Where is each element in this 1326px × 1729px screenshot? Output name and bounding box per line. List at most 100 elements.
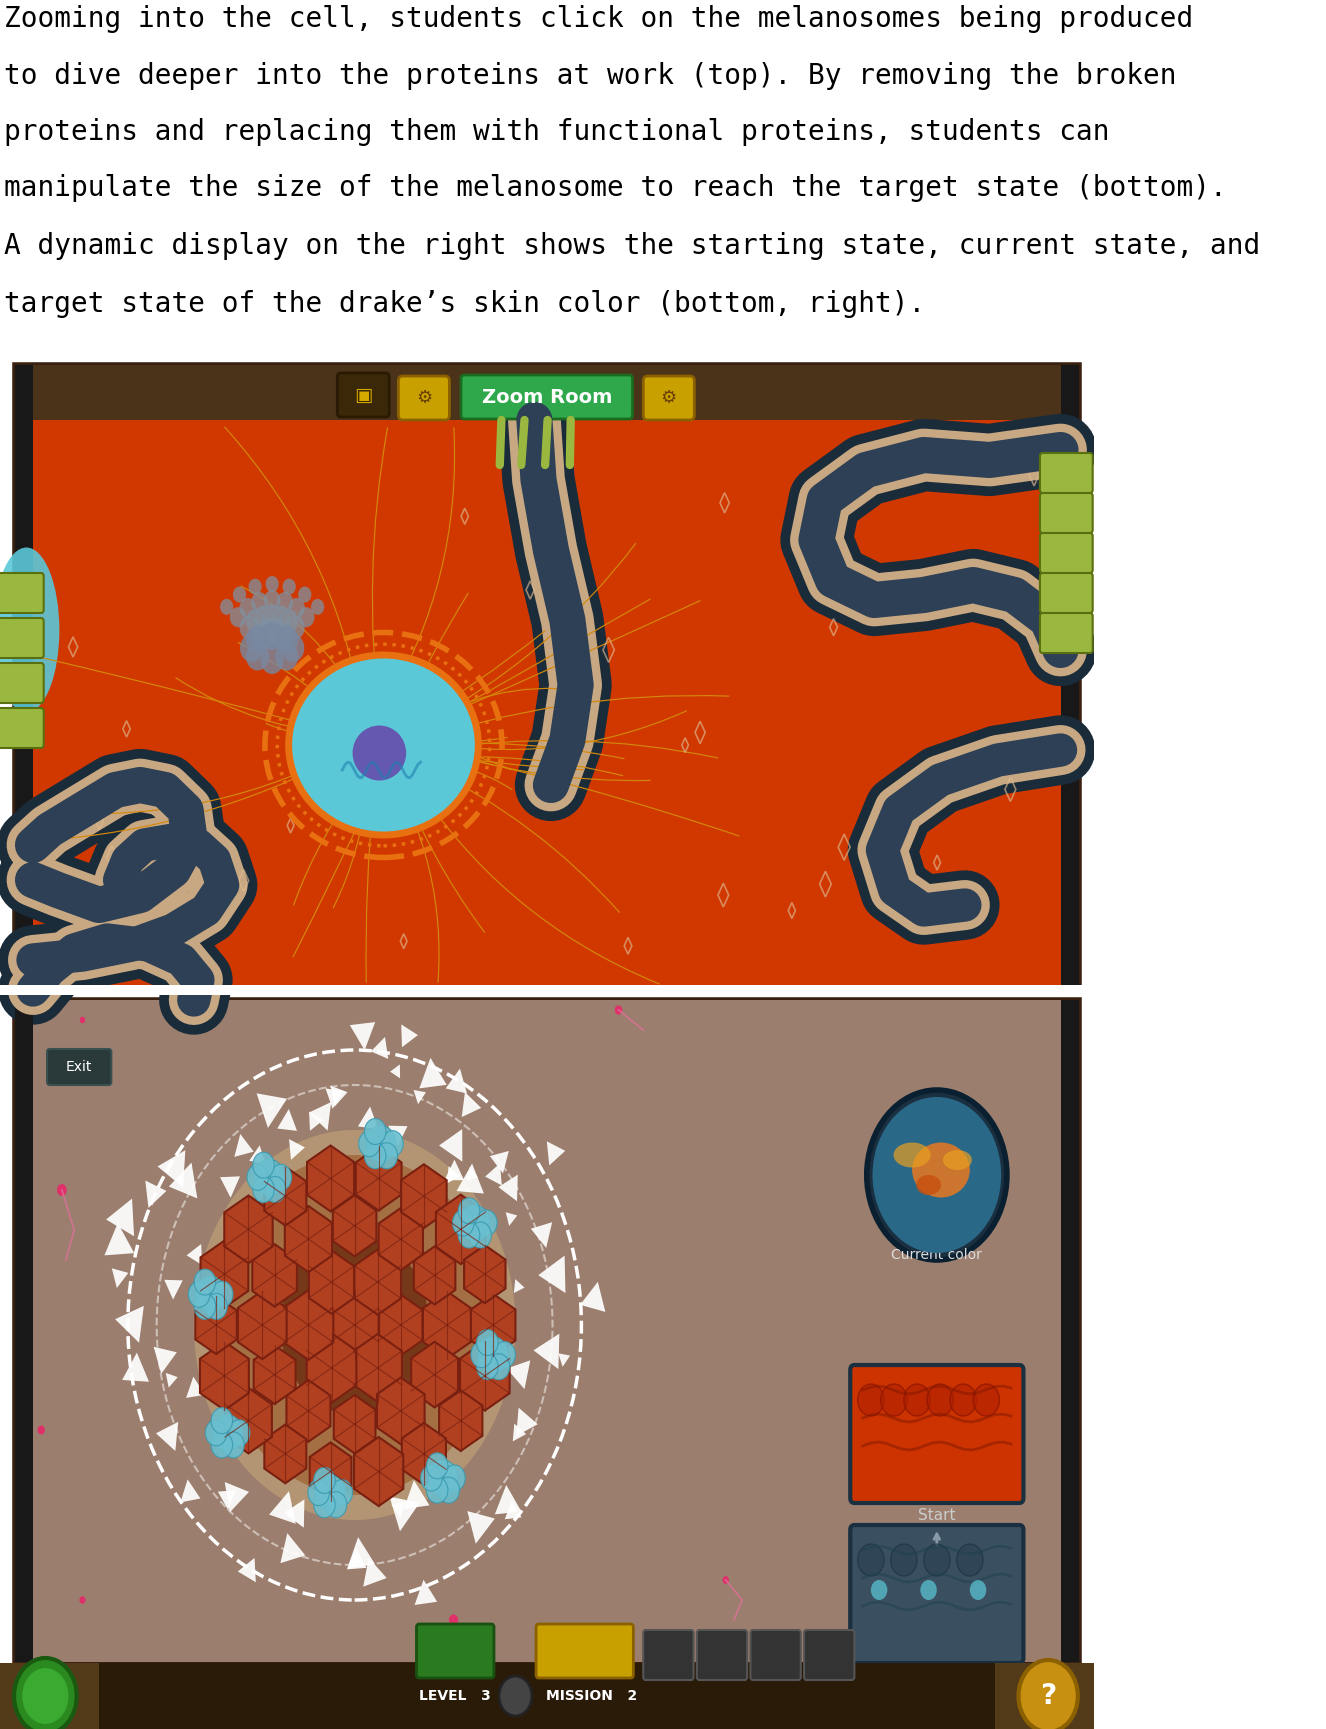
Polygon shape	[111, 1269, 129, 1288]
Circle shape	[973, 1383, 1000, 1416]
Polygon shape	[530, 1222, 552, 1248]
Circle shape	[281, 635, 304, 662]
FancyBboxPatch shape	[46, 1050, 111, 1086]
Polygon shape	[289, 1139, 305, 1160]
Polygon shape	[284, 1290, 333, 1359]
Text: ⚙: ⚙	[416, 389, 432, 406]
Circle shape	[282, 579, 296, 595]
Text: proteins and replacing them with functional proteins, students can: proteins and replacing them with functio…	[4, 118, 1110, 145]
Polygon shape	[464, 1245, 505, 1304]
Circle shape	[269, 621, 292, 648]
Circle shape	[253, 1152, 274, 1177]
Circle shape	[382, 1131, 403, 1157]
Circle shape	[298, 607, 314, 628]
Text: Current color: Current color	[891, 1248, 983, 1262]
Circle shape	[211, 1407, 232, 1433]
Polygon shape	[235, 1134, 253, 1157]
Polygon shape	[333, 1195, 377, 1257]
Bar	[1061, 365, 1078, 991]
Circle shape	[271, 605, 290, 629]
Circle shape	[264, 590, 280, 610]
Circle shape	[278, 609, 298, 633]
Text: ?: ?	[1040, 1682, 1057, 1710]
Text: Zooming into the cell, students click on the melanosomes being produced: Zooming into the cell, students click on…	[4, 5, 1193, 33]
Circle shape	[280, 1235, 428, 1414]
Polygon shape	[456, 1164, 484, 1193]
FancyBboxPatch shape	[416, 1624, 495, 1679]
FancyBboxPatch shape	[0, 662, 44, 704]
Circle shape	[956, 1544, 983, 1577]
Polygon shape	[505, 1212, 517, 1226]
Text: Target: Target	[914, 1668, 960, 1684]
Polygon shape	[106, 1198, 134, 1236]
Circle shape	[265, 576, 278, 591]
Circle shape	[276, 643, 298, 671]
Circle shape	[223, 1432, 244, 1458]
Circle shape	[366, 1126, 396, 1162]
Circle shape	[314, 1492, 335, 1518]
Circle shape	[488, 1354, 509, 1380]
Circle shape	[194, 1131, 516, 1520]
Polygon shape	[436, 1195, 485, 1264]
Circle shape	[1018, 1660, 1078, 1729]
Circle shape	[365, 1143, 386, 1169]
Polygon shape	[156, 1421, 178, 1451]
Circle shape	[471, 1342, 492, 1368]
Polygon shape	[264, 1425, 306, 1483]
FancyBboxPatch shape	[398, 375, 450, 420]
Circle shape	[858, 1383, 884, 1416]
Circle shape	[255, 1160, 284, 1195]
Circle shape	[615, 1005, 622, 1015]
Ellipse shape	[943, 1150, 972, 1171]
Polygon shape	[252, 1245, 297, 1307]
Circle shape	[211, 1432, 232, 1458]
Polygon shape	[105, 1222, 134, 1255]
Circle shape	[969, 1580, 987, 1599]
Polygon shape	[402, 1164, 447, 1228]
Polygon shape	[558, 1354, 570, 1368]
Polygon shape	[415, 1580, 438, 1605]
Polygon shape	[402, 1024, 418, 1048]
Polygon shape	[439, 1129, 463, 1162]
Polygon shape	[309, 1250, 354, 1314]
Polygon shape	[168, 1162, 198, 1198]
Ellipse shape	[894, 1143, 931, 1167]
Circle shape	[316, 1475, 345, 1511]
Polygon shape	[403, 1480, 430, 1509]
Ellipse shape	[353, 726, 406, 780]
Polygon shape	[347, 1537, 375, 1568]
Circle shape	[263, 603, 282, 628]
Polygon shape	[377, 1378, 424, 1444]
Circle shape	[949, 1383, 976, 1416]
Polygon shape	[514, 1279, 525, 1293]
Polygon shape	[371, 1037, 389, 1058]
Circle shape	[253, 605, 273, 629]
Circle shape	[904, 1383, 931, 1416]
Polygon shape	[220, 1176, 240, 1198]
FancyBboxPatch shape	[804, 1630, 854, 1681]
Circle shape	[858, 1544, 884, 1577]
Text: MISSION   2: MISSION 2	[546, 1689, 636, 1703]
Polygon shape	[285, 1207, 332, 1273]
Polygon shape	[579, 1281, 606, 1312]
FancyBboxPatch shape	[1040, 572, 1093, 614]
Polygon shape	[489, 1152, 509, 1174]
Circle shape	[261, 617, 284, 647]
FancyBboxPatch shape	[0, 707, 44, 749]
Circle shape	[476, 1330, 499, 1356]
Polygon shape	[350, 1022, 375, 1050]
Circle shape	[920, 1580, 937, 1599]
Polygon shape	[460, 1342, 509, 1411]
Circle shape	[308, 1480, 329, 1506]
Circle shape	[444, 1464, 465, 1490]
Circle shape	[240, 616, 260, 640]
Circle shape	[891, 1544, 918, 1577]
Bar	[15, 999, 33, 1662]
Polygon shape	[158, 1150, 186, 1188]
Bar	[33, 420, 1061, 991]
Polygon shape	[264, 1167, 306, 1226]
Circle shape	[277, 591, 293, 612]
Polygon shape	[277, 1108, 297, 1131]
Circle shape	[196, 1276, 225, 1312]
Circle shape	[427, 1477, 448, 1503]
